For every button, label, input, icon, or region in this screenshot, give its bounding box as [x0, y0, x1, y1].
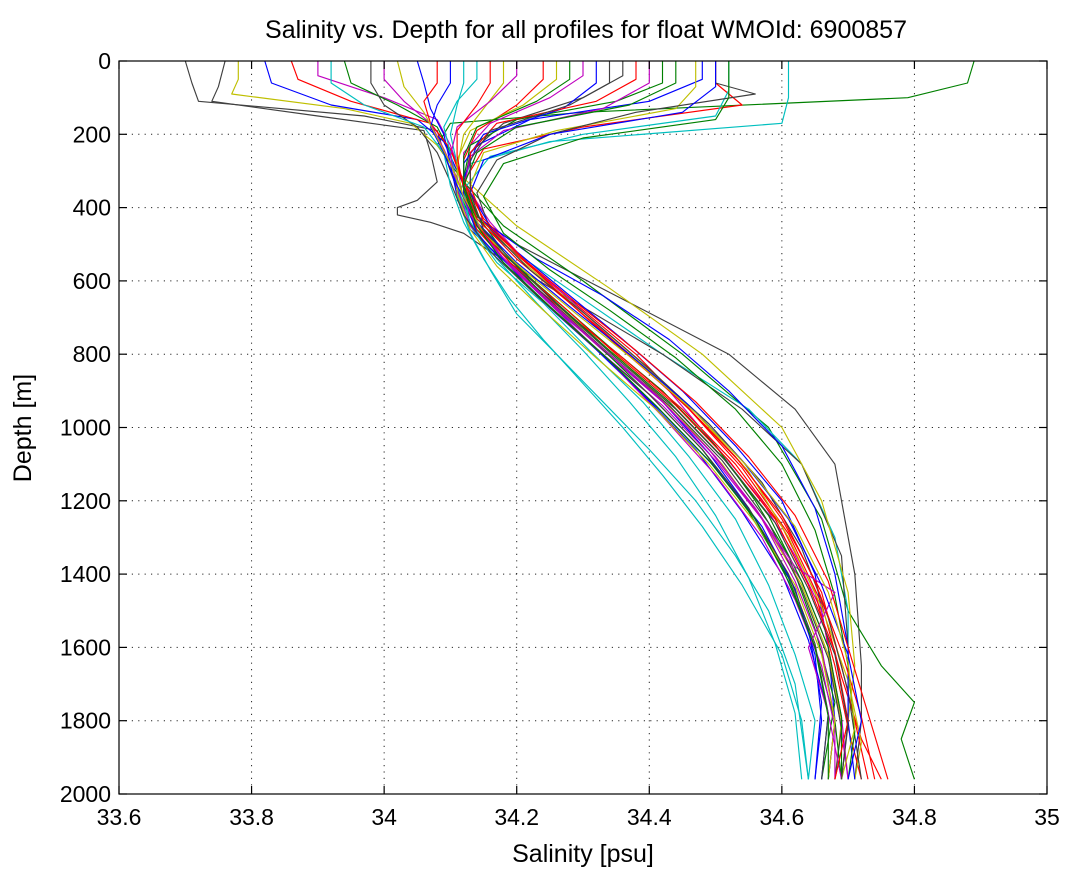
chart-title: Salinity vs. Depth for all profiles for …	[265, 16, 907, 44]
x-axis-label: Salinity [psu]	[512, 840, 654, 868]
profile-line-35	[429, 61, 862, 780]
profile-line-5	[231, 61, 856, 780]
profile-line-18	[463, 61, 882, 780]
plot-frame	[118, 60, 1048, 795]
x-tick-label: 33.6	[97, 804, 142, 830]
x-tick-labels: 33.6 33.8 34 34.2 34.4 34.6 34.8 35	[97, 804, 1060, 830]
profile-line-2	[436, 60, 975, 780]
profile-line-31	[463, 61, 843, 780]
profile-line-9	[343, 60, 836, 780]
profile-line-39	[469, 61, 849, 780]
profile-line-15	[463, 61, 843, 780]
y-axis-label: Depth [m]	[9, 374, 37, 482]
profile-line-16	[463, 61, 843, 780]
x-tick-label: 34.2	[494, 804, 539, 830]
y-tick-label: 0	[98, 48, 111, 74]
profile-line-8	[317, 61, 849, 780]
x-tick-label: 35	[1034, 804, 1060, 830]
profile-line-23	[469, 61, 856, 780]
profile-line-13	[463, 61, 862, 780]
profile-line-26	[443, 61, 803, 780]
profile-line-30	[469, 61, 889, 780]
y-tick-label: 1400	[60, 561, 111, 587]
profile-line-25	[423, 61, 876, 780]
profile-line-19	[463, 61, 816, 780]
y-tick-label: 1800	[60, 708, 111, 734]
y-tick-label: 1600	[60, 634, 111, 660]
y-tick-label: 1200	[60, 488, 111, 514]
x-tick-label: 34.6	[759, 804, 804, 830]
profile-line-3	[456, 61, 849, 780]
profile-line-14	[463, 61, 836, 780]
profile-line-33	[330, 61, 809, 780]
grid-lines	[119, 61, 1047, 794]
y-tick-label: 800	[73, 341, 111, 367]
y-tick-label: 1000	[60, 415, 111, 441]
profile-line-10	[416, 60, 823, 780]
x-tick-label: 34.8	[892, 804, 937, 830]
profile-line-29	[463, 61, 823, 780]
x-tick-label: 34	[371, 804, 397, 830]
profile-line-37	[456, 61, 849, 780]
y-tick-label: 2000	[60, 781, 111, 807]
axis-ticks	[118, 60, 1048, 795]
profile-lines	[184, 60, 975, 780]
y-tick-label: 200	[73, 121, 111, 147]
y-tick-label: 600	[73, 268, 111, 294]
profile-line-28	[456, 61, 836, 780]
profile-line-12	[456, 61, 843, 780]
x-tick-label: 34.4	[627, 804, 672, 830]
profile-line-32	[370, 61, 829, 780]
y-tick-labels: 0 200 400 600 800 1000 1200 1400 1600 1800 2000	[60, 48, 111, 807]
y-tick-label: 400	[73, 195, 111, 221]
profile-line-36	[396, 60, 856, 780]
x-tick-label: 33.8	[229, 804, 274, 830]
profile-line-4	[211, 60, 849, 780]
profile-line-38	[463, 61, 829, 780]
profile-line-6	[264, 60, 836, 780]
